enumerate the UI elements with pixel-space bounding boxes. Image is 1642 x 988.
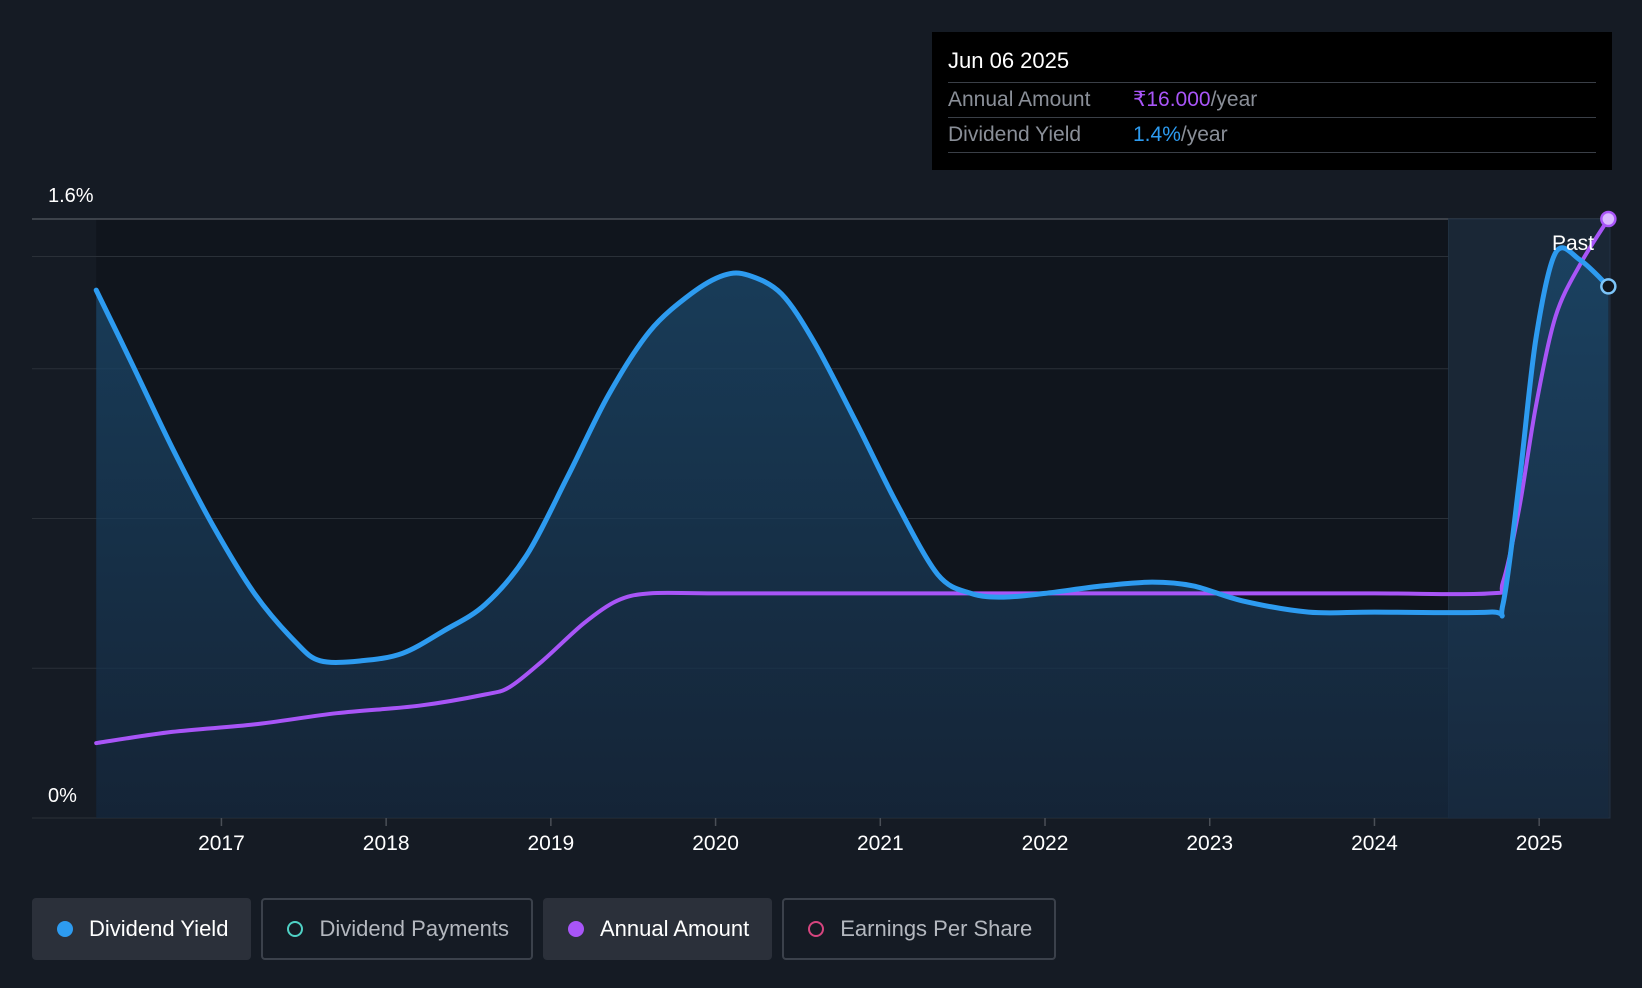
legend-ring-icon bbox=[287, 921, 304, 937]
tooltip-label: Annual Amount bbox=[948, 88, 1091, 111]
x-tick-label: 2021 bbox=[857, 832, 904, 855]
legend-label: Dividend Yield bbox=[89, 916, 229, 941]
y-tick-label-min: 0% bbox=[48, 785, 77, 807]
legend-earnings-per-share-button[interactable]: Earnings Per Share bbox=[782, 898, 1057, 960]
legend-dividend-payments-button[interactable]: Dividend Payments bbox=[261, 898, 533, 960]
tooltip-row-dividend-yield: Dividend Yield 1.4% /year bbox=[948, 118, 1596, 153]
axis-layer: 2017 2018 2019 2020 2021 2022 2023 2024 2025 1.6%… bbox=[48, 185, 1563, 855]
tooltip-row-annual-amount: Annual Amount ₹16.000 /year bbox=[948, 83, 1596, 118]
tooltip-unit: /year bbox=[1210, 88, 1258, 111]
amount-end-marker bbox=[1600, 210, 1617, 228]
chart-legend: Dividend Yield Dividend Payments Annual … bbox=[32, 898, 1057, 960]
tooltip-value: 1.4% bbox=[1133, 123, 1181, 146]
legend-annual-amount-button[interactable]: Annual Amount bbox=[542, 898, 773, 960]
x-tick-label: 2019 bbox=[528, 832, 575, 855]
legend-dot-icon bbox=[57, 921, 73, 937]
x-tick-label: 2017 bbox=[198, 832, 245, 855]
annual-amount-line bbox=[94, 217, 1611, 746]
x-tick-label: 2020 bbox=[692, 832, 739, 855]
x-tick-label: 2023 bbox=[1186, 832, 1233, 855]
x-tick-label: 2022 bbox=[1022, 832, 1069, 855]
legend-label: Earnings Per Share bbox=[840, 916, 1033, 941]
yield-end-marker bbox=[1600, 278, 1617, 295]
legend-label: Dividend Payments bbox=[319, 916, 509, 941]
tooltip-date: Jun 06 2025 bbox=[948, 32, 1596, 83]
past-label: Past bbox=[1552, 232, 1594, 255]
x-tick-label: 2018 bbox=[363, 832, 410, 855]
dividend-yield-area bbox=[96, 247, 1609, 819]
y-tick-label-max: 1.6% bbox=[48, 185, 94, 207]
dividend-yield-line bbox=[93, 245, 1611, 665]
x-tick-label: 2025 bbox=[1516, 832, 1563, 855]
x-tick-label: 2024 bbox=[1351, 832, 1398, 855]
tooltip-value: ₹16.000 bbox=[1133, 88, 1211, 111]
legend-dividend-yield-button[interactable]: Dividend Yield bbox=[32, 898, 252, 960]
tooltip-unit: /year bbox=[1180, 123, 1228, 146]
legend-ring-icon bbox=[808, 921, 825, 937]
end-markers bbox=[1600, 210, 1617, 295]
tooltip-label: Dividend Yield bbox=[948, 123, 1082, 146]
legend-dot-icon bbox=[567, 921, 584, 937]
legend-label: Annual Amount bbox=[599, 916, 750, 941]
hover-tooltip: Jun 06 2025 Annual Amount ₹16.000 /year … bbox=[932, 32, 1612, 170]
